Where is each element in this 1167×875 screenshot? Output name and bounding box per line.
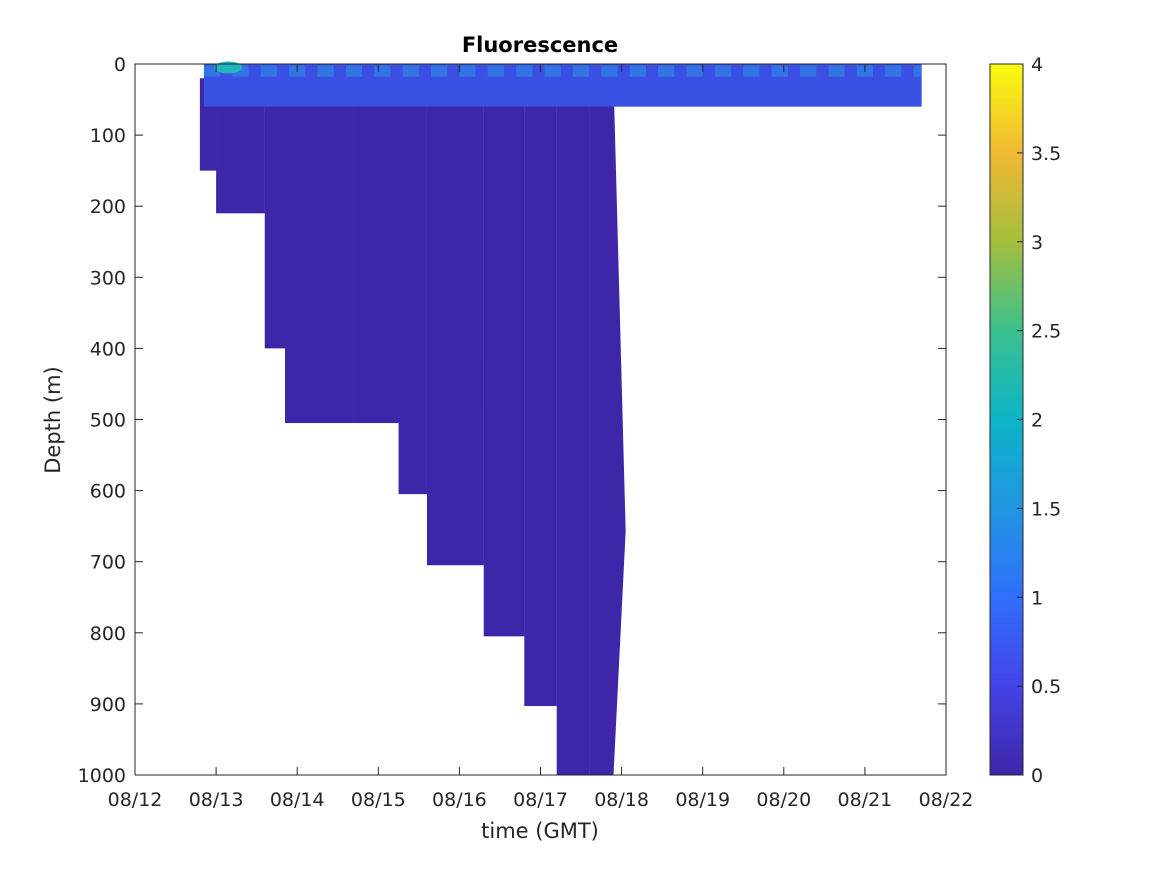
x-tick-label: 08/14 (270, 789, 325, 811)
surface-band (431, 65, 448, 77)
surface-band (345, 65, 363, 77)
deep-profile (285, 78, 354, 424)
y-axis-label: Depth (m) (41, 366, 65, 473)
surface-band (885, 65, 902, 77)
x-tick-label: 08/13 (189, 789, 244, 811)
surface-band (601, 65, 618, 77)
y-tick-label: 0 (114, 54, 126, 76)
y-tick-label: 1000 (78, 765, 126, 787)
surface-band (516, 65, 533, 77)
surface-band (828, 65, 845, 77)
y-tick-label: 500 (90, 410, 126, 432)
surface-band (743, 65, 760, 77)
y-tick-label: 400 (90, 338, 126, 360)
colorbar-tick-label: 1.5 (1031, 498, 1061, 520)
x-tick-label: 08/21 (838, 789, 893, 811)
y-tick-label: 900 (90, 694, 126, 716)
x-tick-label: 08/16 (432, 789, 487, 811)
x-tick-label: 08/20 (756, 789, 811, 811)
deep-profile (264, 78, 286, 349)
deep-profile (353, 78, 399, 424)
deep-profile (556, 78, 590, 776)
colorbar-axis: 0 0.5 1 1.5 2 2.5 3 3.5 4 (1017, 54, 1061, 787)
deep-profile (589, 78, 614, 776)
chart-title: Fluorescence (462, 33, 618, 57)
colorbar-tick-label: 2.5 (1031, 321, 1061, 343)
surface-band (686, 65, 703, 77)
deep-profile (524, 78, 557, 707)
colorbar-tick-label: 0 (1031, 765, 1043, 787)
colorbar-tick-label: 4 (1031, 54, 1043, 76)
surface-band (203, 65, 221, 77)
colorbar-tick-label: 3.5 (1031, 143, 1061, 165)
fluorescence-data (199, 61, 922, 776)
y-tick-label: 300 (90, 267, 126, 289)
y-tick-label: 600 (90, 481, 126, 503)
x-tick-label: 08/18 (594, 789, 649, 811)
surface-band (658, 65, 675, 77)
surface-band (232, 65, 249, 77)
surface-band (572, 65, 590, 77)
x-tick-label: 08/19 (675, 789, 730, 811)
surface-band (913, 65, 922, 77)
surface-band (544, 65, 561, 77)
colorbar-tick-label: 1 (1031, 587, 1043, 609)
deep-profile (483, 78, 525, 637)
colorbar-tick-label: 3 (1031, 232, 1043, 254)
x-tick-label: 08/12 (108, 789, 163, 811)
surface-band (629, 65, 646, 77)
x-tick-label: 08/17 (513, 789, 568, 811)
colorbar-tick-label: 2 (1031, 410, 1043, 432)
x-tick-label: 08/22 (919, 789, 974, 811)
y-tick-label: 700 (90, 552, 126, 574)
y-tick-label: 800 (90, 623, 126, 645)
surface-band (714, 65, 732, 77)
deep-profile (398, 78, 427, 495)
x-axis-label: time (GMT) (481, 819, 599, 843)
deep-profile-streak (613, 78, 626, 776)
y-axis: 0 100 200 300 400 500 600 700 800 900 1000 (78, 54, 946, 787)
y-tick-label: 200 (90, 196, 126, 218)
surface-band (487, 65, 505, 77)
colorbar-tick-label: 0.5 (1031, 676, 1061, 698)
surface-band (374, 65, 391, 77)
x-tick-label: 08/15 (351, 789, 406, 811)
surface-band (771, 65, 788, 77)
surface-band (459, 65, 476, 77)
surface-band (260, 65, 277, 77)
deep-profile (426, 78, 484, 566)
x-axis: 08/12 08/13 08/14 08/15 08/16 08/17 08/18 08/19… (108, 64, 974, 811)
fluorescence-peak (214, 61, 243, 74)
surface-band (317, 65, 334, 77)
y-tick-label: 100 (90, 125, 126, 147)
surface-band (800, 65, 817, 77)
surface-band (402, 65, 419, 77)
